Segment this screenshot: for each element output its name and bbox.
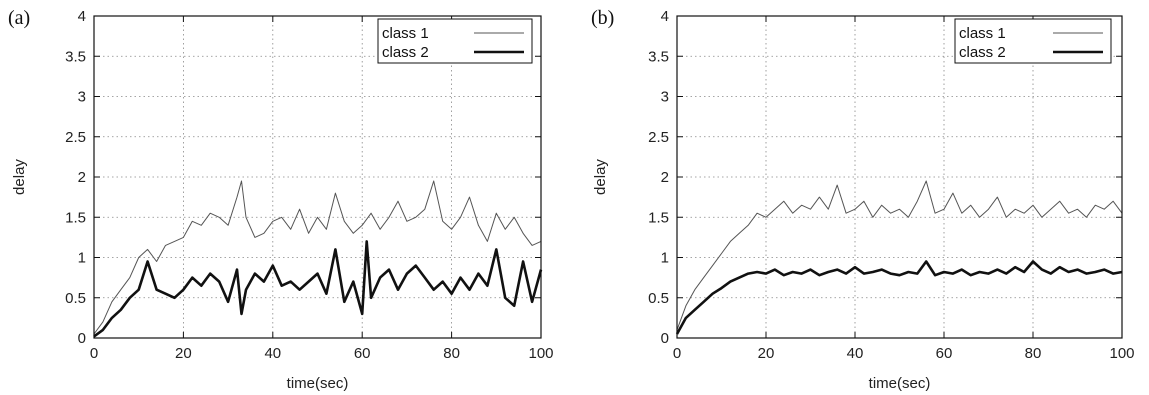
y-axis-label: delay	[592, 159, 609, 195]
x-axis-label: time(sec)	[869, 375, 931, 392]
x-tick-label: 0	[90, 345, 98, 362]
x-tick-label: 80	[443, 345, 460, 362]
x-tick-label: 80	[1025, 345, 1042, 362]
legend: class 1 class 2	[954, 18, 1112, 64]
y-tick-label: 1	[78, 250, 86, 267]
x-tick-label: 20	[175, 345, 192, 362]
y-tick-label: 0.5	[65, 290, 86, 307]
y-tick-label: 1	[661, 250, 669, 267]
x-tick-label: 40	[264, 345, 281, 362]
y-tick-label: 1.5	[648, 209, 669, 226]
legend-label: class 1	[382, 25, 429, 42]
panel-label: (a)	[8, 7, 30, 29]
y-tick-label: 0.5	[648, 290, 669, 307]
y-tick-label: 2.5	[65, 129, 86, 146]
x-tick-label: 40	[847, 345, 864, 362]
y-tick-label: 2	[78, 169, 86, 186]
y-tick-label: 3.5	[65, 48, 86, 65]
y-tick-label: 2	[661, 169, 669, 186]
y-axis-label: delay	[11, 159, 28, 195]
y-tick-label: 3.5	[648, 48, 669, 65]
legend-label: class 1	[959, 25, 1006, 42]
legend-box	[954, 18, 1112, 64]
x-tick-label: 60	[936, 345, 953, 362]
plot-frame	[93, 15, 542, 339]
y-tick-label: 3	[78, 89, 86, 106]
x-tick-label: 0	[673, 345, 681, 362]
x-tick-label: 60	[354, 345, 371, 362]
y-tick-label: 4	[78, 8, 86, 25]
series-line-class-2	[675, 260, 1123, 335]
panel-label: (b)	[591, 7, 614, 29]
legend: class 1 class 2	[377, 18, 533, 64]
y-tick-label: 1.5	[65, 209, 86, 226]
plot-frame	[676, 15, 1123, 339]
series-line-class-2	[93, 240, 543, 338]
legend-label: class 2	[382, 44, 429, 61]
legend-box	[377, 18, 533, 64]
legend-label: class 2	[959, 44, 1006, 61]
y-tick-label: 4	[661, 8, 669, 25]
x-tick-label: 20	[758, 345, 775, 362]
x-tick-label: 100	[1109, 345, 1134, 362]
y-tick-label: 0	[78, 330, 86, 347]
series-line-class-1	[676, 180, 1123, 331]
series-line-class-1	[93, 180, 542, 335]
x-tick-label: 100	[528, 345, 553, 362]
x-axis-label: time(sec)	[287, 375, 349, 392]
y-tick-label: 0	[661, 330, 669, 347]
y-tick-label: 3	[661, 89, 669, 106]
y-tick-label: 2.5	[648, 129, 669, 146]
